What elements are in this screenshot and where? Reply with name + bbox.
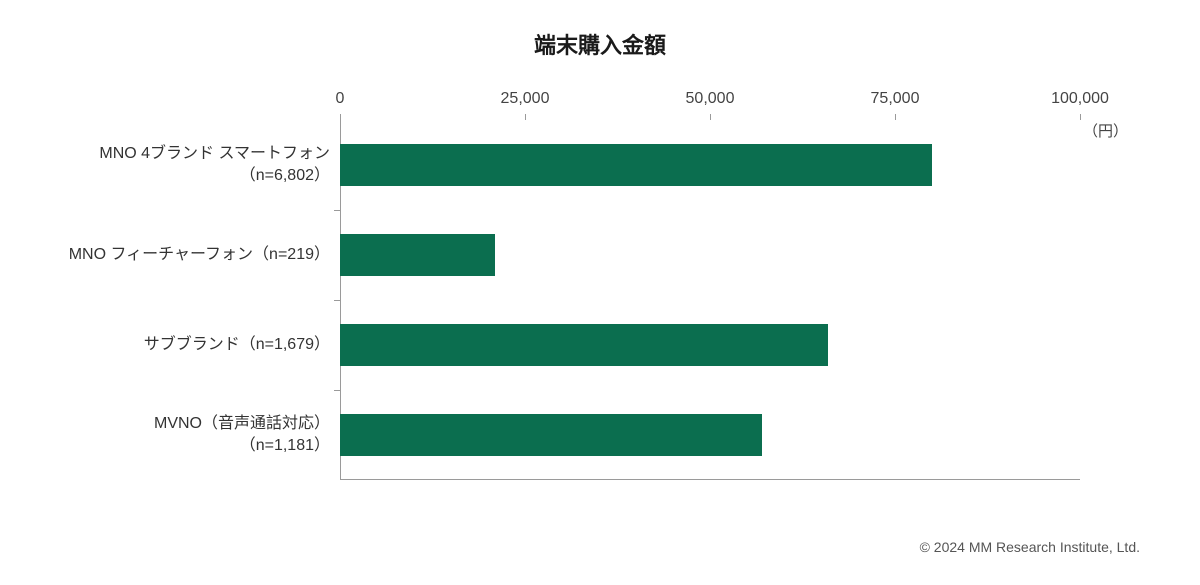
category-labels: MNO 4ブランド スマートフォン （n=6,802） MNO フィーチャーフォン…: [0, 120, 330, 480]
category-label: MVNO（音声通話対応） （n=1,181）: [0, 413, 330, 456]
category-label: サブブランド（n=1,679）: [0, 334, 330, 356]
chart-title: 端末購入金額: [0, 28, 1200, 60]
bar: [340, 324, 828, 366]
x-tick-label: 100,000: [1051, 90, 1109, 108]
y-minor-tick: [334, 210, 340, 211]
x-tick-mark: [1080, 114, 1081, 120]
x-tick-mark: [895, 114, 896, 120]
x-tick-label: 50,000: [686, 90, 735, 108]
category-label: MNO 4ブランド スマートフォン （n=6,802）: [0, 143, 330, 186]
plot-area: [340, 120, 1080, 480]
x-tick-label: 0: [336, 90, 345, 108]
x-tick-label: 25,000: [501, 90, 550, 108]
x-axis-line: [340, 479, 1080, 480]
bar: [340, 144, 932, 186]
x-tick-mark: [340, 114, 341, 120]
bar: [340, 414, 762, 456]
y-minor-tick: [334, 390, 340, 391]
category-label: MNO フィーチャーフォン（n=219）: [0, 244, 330, 266]
copyright-text: © 2024 MM Research Institute, Ltd.: [920, 539, 1140, 555]
y-minor-tick: [334, 300, 340, 301]
x-tick-mark: [525, 114, 526, 120]
page: 端末購入金額 MNO 4ブランド スマートフォン （n=6,802） MNO フィ…: [0, 0, 1200, 585]
x-axis-tick-labels: 025,00050,00075,000100,000: [340, 90, 1080, 114]
bar: [340, 234, 495, 276]
chart-area: 025,00050,00075,000100,000 （円）: [340, 120, 1080, 480]
x-axis-unit-label: （円）: [1083, 120, 1128, 141]
x-tick-mark: [710, 114, 711, 120]
x-tick-label: 75,000: [871, 90, 920, 108]
